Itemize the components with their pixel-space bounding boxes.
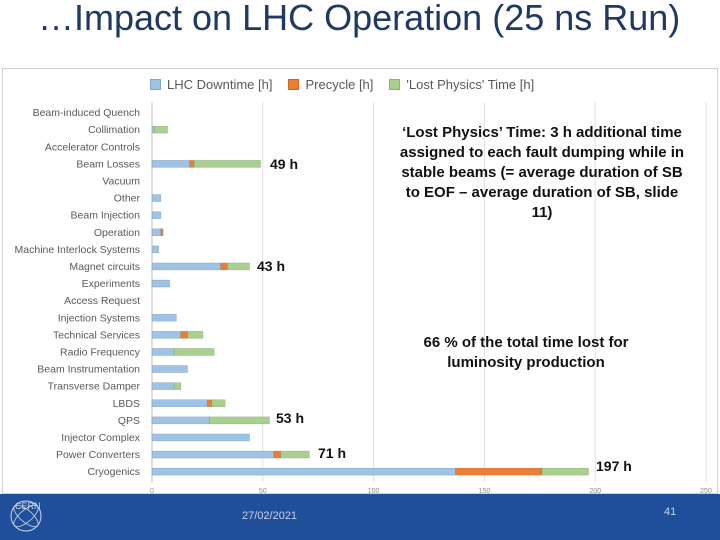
bar-segment-downtime [151,245,159,254]
category-label: LBDS [113,398,140,410]
bar-segment-lost-physics [187,331,204,339]
bar-segment-lost-physics [211,399,226,407]
legend-swatch-lost-physics [389,78,401,90]
legend-label-precycle: Precycle [h] [305,76,374,92]
category-label: Magnet circuits [69,261,140,273]
bar-segment-downtime [151,433,250,442]
category-label: Injector Complex [61,432,141,444]
bar-segment-downtime [151,160,190,168]
category-label: Accelerator Controls [45,141,140,153]
legend-item-lost-physics: 'Lost Physics' Time [h] [389,77,534,92]
bar-segment-precycle [189,160,195,168]
bar-segment-downtime [151,382,175,390]
bar-segment-lost-physics [193,160,261,168]
bar-segment-downtime [151,211,162,219]
category-label: Beam Instrumentation [37,364,140,376]
category-label: Beam-induced Quench [33,107,141,119]
x-tick-label-100: 100 [368,488,380,495]
chart-frame [2,68,718,494]
logo-text: CERN [15,501,41,511]
percent-lost-note: 66 % of the total time lost for luminosi… [423,334,629,371]
category-label: Beam Injection [71,210,141,222]
lost-physics-note: ‘Lost Physics’ Time: 3 h additional time… [399,124,685,221]
bar-segment-precycle [180,331,188,339]
bar-segment-downtime [151,228,162,236]
bar-segment-lost-physics [280,450,310,459]
category-label: Cryogenics [87,466,140,478]
category-label: Experiments [82,278,140,290]
bar-segment-lost-physics [173,348,215,356]
legend-swatch-precycle [288,78,300,90]
bar-segment-precycle [273,450,281,459]
bar-segment-downtime [151,365,188,373]
bar-segment-downtime [151,279,170,288]
bar-segment-lost-physics [541,467,589,476]
bar-segment-downtime [151,348,175,356]
annotation-cryogenics: 197 h [596,458,632,474]
category-label: Injection Systems [58,312,140,324]
legend-label-lost-physics: 'Lost Physics' Time [h] [406,76,535,92]
bar-segment-lost-physics [173,382,182,390]
annotation-beam-losses: 49 h [270,156,299,172]
category-label: Power Converters [56,449,140,461]
legend-item-precycle: Precycle [h] [288,77,373,92]
category-label: Collimation [88,124,140,136]
bar-segment-downtime [151,331,182,339]
legend-item-downtime: LHC Downtime [h] [150,77,272,92]
category-label: Access Request [64,295,140,307]
bar-segment-downtime [151,125,155,134]
bar-segment-downtime [151,416,210,425]
bar-segment-precycle [455,467,543,476]
footer-bar: CERN 27/02/2021 41 [0,494,720,540]
category-label: Transverse Damper [48,381,141,393]
chart-legend: LHC Downtime [h] Precycle [h] 'Lost Phys… [150,76,550,92]
legend-label-downtime: LHC Downtime [h] [167,76,273,92]
bar-segment-downtime [151,399,208,407]
category-label: Vacuum [102,175,140,187]
category-label: Radio Frequency [60,346,141,358]
x-tick-label-200: 200 [589,488,601,495]
bar-segment-lost-physics [209,416,270,425]
bar-segment-precycle [207,399,213,407]
category-label: Machine Interlock Systems [15,244,140,256]
bar-segment-downtime [151,262,221,271]
page-number: 41 [664,506,677,518]
category-label: Technical Services [53,329,140,341]
bar-segment-precycle [160,228,164,236]
x-tick-label-0: 0 [150,488,154,495]
legend-swatch-downtime [150,78,161,90]
cern-logo-icon: CERN [10,500,42,532]
bar-segment-downtime [151,314,177,322]
slide-title: …Impact on LHC Operation (25 ns Run) [38,0,681,38]
x-tick-label-50: 50 [259,488,267,495]
bar-segment-precycle [220,262,228,271]
stacked-bar-chart: 0 50 100 150 200 250 Beam-induced Quench Collim… [15,102,712,495]
annotation-power-converters: 71 h [318,445,347,461]
category-label: QPS [118,415,140,427]
bar-segment-downtime [151,450,275,459]
bar-segment-downtime [151,467,456,476]
x-tick-label-150: 150 [479,488,491,495]
x-tick-label-250: 250 [700,488,712,495]
annotation-magnet-circuits: 43 h [257,258,286,274]
category-label: Beam Losses [76,158,140,170]
bar-segment-lost-physics [227,262,250,271]
category-label: Operation [94,227,140,239]
category-label: Other [114,193,141,205]
bar-segment-lost-physics [153,125,168,134]
bar-segment-downtime [151,194,162,202]
annotation-qps: 53 h [276,410,305,426]
footer-date: 27/02/2021 [242,510,298,522]
